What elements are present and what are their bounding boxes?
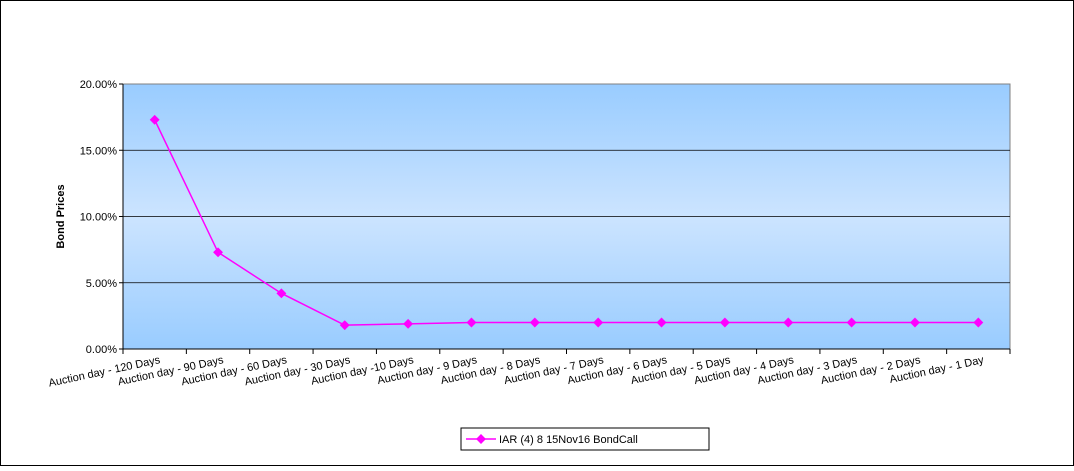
- data-point-marker: [719, 317, 730, 328]
- data-point-marker: [973, 317, 984, 328]
- series-line: [154, 119, 979, 326]
- legend-box: [460, 427, 710, 451]
- y-axis-title: Bond Prices: [55, 184, 67, 248]
- data-point-marker: [593, 317, 604, 328]
- legend: IAR (4) 8 15Nov16 BondCall: [460, 427, 710, 451]
- data-point-marker: [339, 320, 350, 331]
- data-point-marker: [910, 317, 920, 328]
- data-point-marker: [466, 317, 477, 328]
- data-point-marker: [783, 317, 794, 328]
- y-tick-label: 0.00%: [86, 344, 117, 356]
- y-tick-label: 20.00%: [80, 79, 118, 91]
- data-point-marker: [149, 114, 160, 125]
- data-point-marker: [213, 247, 223, 258]
- y-tick-label: 10.00%: [80, 212, 118, 224]
- data-point-marker: [403, 318, 414, 329]
- data-point-marker: [846, 317, 857, 328]
- y-tick-label: 5.00%: [86, 278, 117, 290]
- data-point-marker: [276, 288, 287, 299]
- data-point-marker: [529, 317, 540, 328]
- legend-diamond-marker: [476, 434, 486, 444]
- y-tick-label: 15.00%: [80, 145, 118, 157]
- legend-series-label: IAR (4) 8 15Nov16 BondCall: [499, 434, 638, 446]
- data-point-marker: [656, 317, 667, 328]
